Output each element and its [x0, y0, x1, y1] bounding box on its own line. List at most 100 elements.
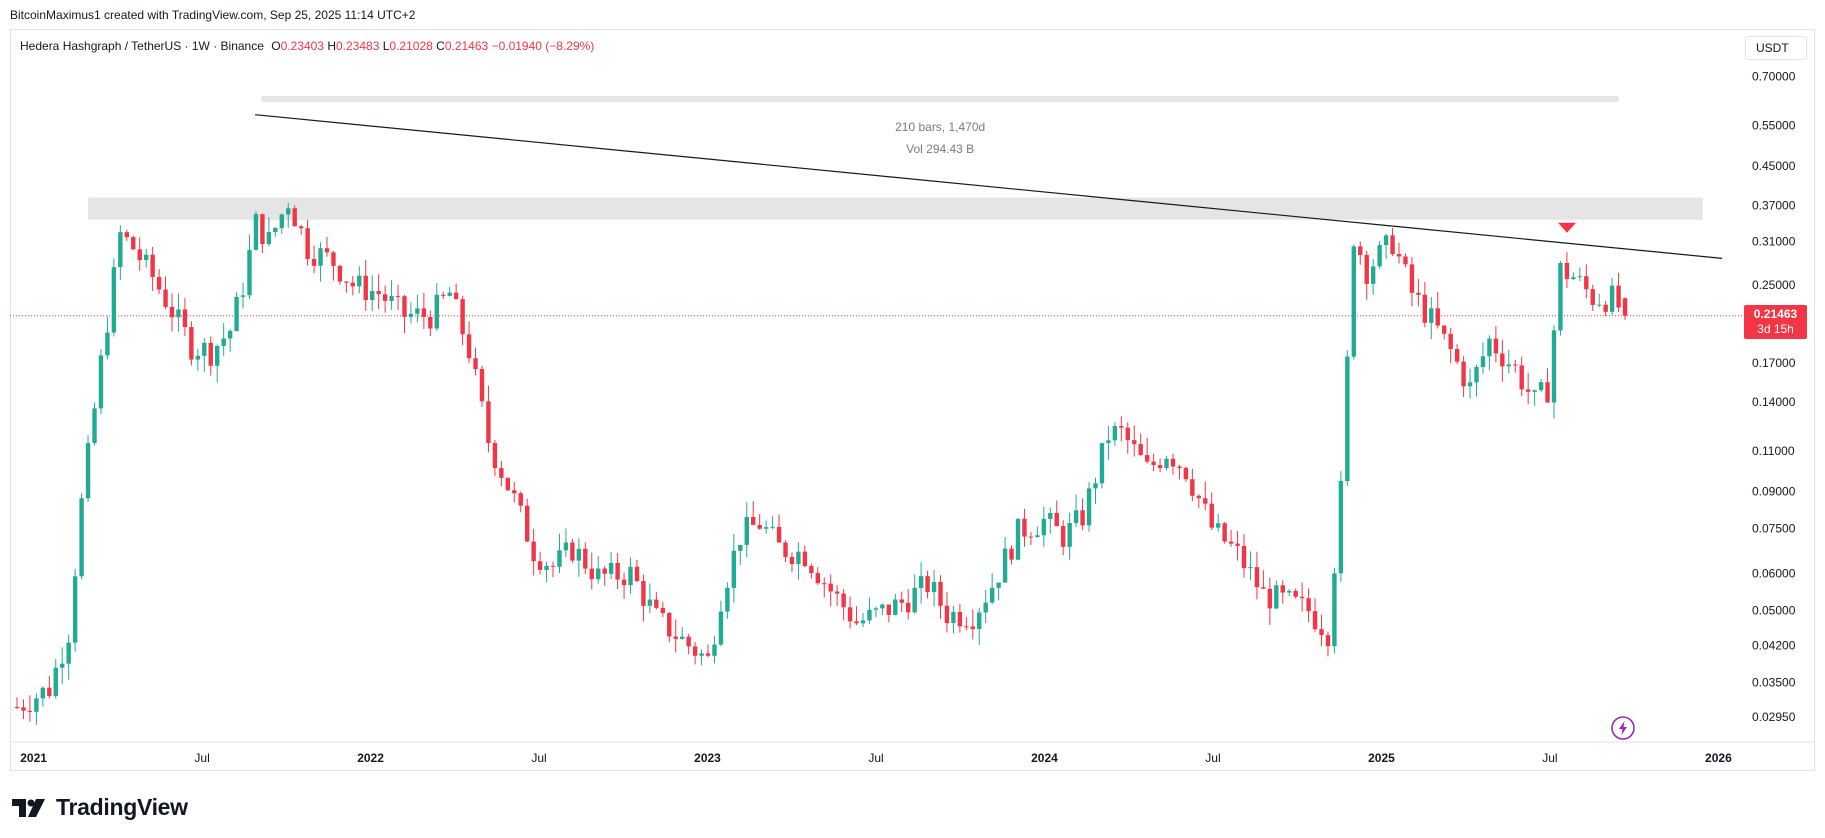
candle-body	[421, 308, 427, 317]
candle-body	[1306, 598, 1311, 612]
candle-body	[1358, 246, 1363, 256]
candle-body	[266, 232, 272, 245]
candle-body	[479, 369, 485, 402]
candle-body	[796, 551, 801, 565]
candle-body	[576, 548, 582, 561]
candle-body	[298, 226, 304, 229]
candle-body	[692, 646, 698, 656]
candle-body	[415, 308, 420, 314]
candle-body	[318, 248, 323, 266]
candle-body	[1099, 443, 1105, 484]
candle-body	[1325, 635, 1331, 647]
candle-body	[189, 327, 194, 360]
candle-body	[363, 275, 368, 300]
candle-body	[1493, 338, 1499, 354]
candle-body	[1513, 364, 1518, 366]
currency-selector[interactable]: USDT	[1745, 36, 1807, 60]
candle-body	[731, 550, 737, 588]
candle-body	[977, 612, 982, 630]
candle-body	[40, 687, 46, 699]
tradingview-logo-icon	[12, 798, 45, 817]
sell-signal-marker	[1558, 222, 1577, 233]
y-tick-label: 0.05000	[1752, 603, 1796, 617]
candle-body	[996, 582, 1001, 588]
candle-body	[1454, 349, 1460, 362]
candle-body	[1035, 535, 1040, 538]
chart-attribution: BitcoinMaximus1 created with TradingView…	[10, 8, 416, 22]
candle-body	[124, 232, 130, 238]
candle-body	[473, 358, 478, 370]
candle-body	[1203, 498, 1208, 504]
candle-body	[234, 296, 239, 331]
change-value: −0.01940 (−8.29%)	[491, 39, 595, 53]
candle-body	[202, 342, 207, 356]
candle-body	[143, 254, 149, 261]
candle-body	[686, 636, 691, 647]
candle-body	[757, 524, 762, 529]
candle-body	[98, 355, 104, 409]
candle-body	[1170, 458, 1176, 467]
candle-body	[434, 294, 439, 329]
candle-body	[1461, 361, 1466, 387]
candle-body	[1228, 541, 1234, 544]
candle-body	[951, 611, 956, 624]
tradingview-logo: TradingView	[12, 794, 188, 821]
y-tick-label: 0.31000	[1752, 234, 1796, 248]
candle-body	[699, 653, 704, 656]
lightning-icon[interactable]	[1610, 715, 1636, 741]
candle-body	[357, 275, 362, 287]
candle-body	[1132, 440, 1137, 445]
candle-body	[583, 548, 588, 569]
candle-body	[499, 468, 504, 478]
candle-body	[1577, 276, 1583, 278]
candle-body	[809, 566, 814, 574]
candle-body	[1022, 518, 1027, 537]
candle-body	[350, 282, 356, 287]
candle-body	[1151, 461, 1156, 466]
open-value: 0.23403	[280, 39, 324, 53]
candle-body	[880, 604, 885, 609]
candle-body	[602, 568, 607, 574]
candle-body	[705, 653, 711, 656]
candle-body	[260, 214, 265, 245]
candle-body	[763, 527, 769, 529]
candle-body	[1235, 543, 1240, 546]
x-tick-label: Jul	[531, 751, 546, 765]
candle-body	[621, 579, 627, 586]
y-tick-label: 0.37000	[1752, 199, 1796, 213]
candle-body	[1009, 548, 1014, 560]
candle-body	[1261, 587, 1266, 589]
candle-body	[550, 565, 556, 567]
x-tick-label: 2026	[1705, 751, 1732, 765]
chart-frame	[10, 29, 1815, 771]
candle-body	[1416, 292, 1421, 295]
close-label: C	[436, 39, 445, 53]
candle-body	[1138, 444, 1143, 456]
candle-body	[1048, 512, 1053, 519]
candle-body	[1125, 427, 1130, 441]
candle-body	[667, 612, 672, 637]
candle-body	[544, 565, 549, 570]
candle-body	[1299, 596, 1305, 599]
candle-body	[47, 687, 52, 696]
x-tick-label: 2025	[1368, 751, 1395, 765]
candle-body	[1409, 264, 1415, 293]
candle-body	[453, 292, 459, 300]
candle-body	[505, 477, 511, 491]
candle-body	[524, 505, 530, 542]
candle-body	[389, 296, 394, 301]
candle-body	[570, 542, 575, 561]
candle-body	[1396, 254, 1402, 257]
candle-body	[1028, 536, 1034, 538]
candle-body	[1215, 523, 1221, 528]
candle-body	[1390, 235, 1395, 255]
x-tick-label: 2024	[1031, 751, 1058, 765]
candle-body	[1319, 629, 1324, 636]
candle-body	[1377, 244, 1382, 267]
candle-body	[1584, 276, 1589, 290]
candle-body	[834, 591, 840, 594]
y-tick-label: 0.11000	[1752, 444, 1795, 458]
last-price-tag: 0.21463 3d 15h	[1744, 305, 1807, 339]
candle-body	[1545, 382, 1550, 403]
